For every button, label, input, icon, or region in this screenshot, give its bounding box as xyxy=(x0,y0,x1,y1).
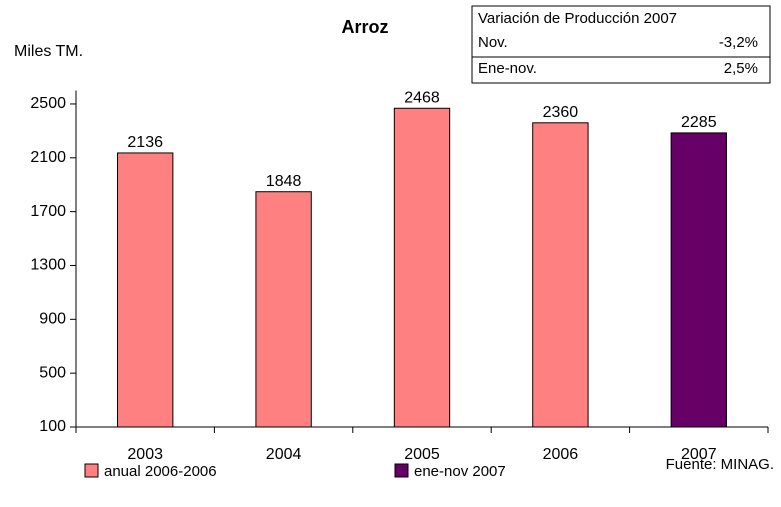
x-tick-label: 2006 xyxy=(543,446,579,463)
legend-swatch xyxy=(394,463,409,478)
legend-label: anual 2006-2006 xyxy=(104,463,217,480)
y-tick-label: 1700 xyxy=(30,203,66,220)
y-tick-label: 900 xyxy=(39,311,66,328)
info-row-value: 2,5% xyxy=(724,60,758,77)
info-box: Variación de Producción 2007 Nov. -3,2% … xyxy=(471,5,771,84)
x-tick-label: 2007 xyxy=(681,446,717,463)
value-label: 2468 xyxy=(404,89,440,106)
info-box-title: Variación de Producción 2007 xyxy=(478,10,677,27)
info-row-label: Ene-nov. xyxy=(478,60,537,77)
bar xyxy=(670,132,727,428)
bar xyxy=(532,122,589,428)
y-tick-label: 1300 xyxy=(30,257,66,274)
value-label: 1848 xyxy=(266,173,302,190)
bar xyxy=(117,152,174,428)
x-tick-label: 2005 xyxy=(404,446,440,463)
chart-title: Arroz xyxy=(341,17,388,37)
bar xyxy=(255,191,312,428)
value-label: 2360 xyxy=(543,104,579,121)
legend-label: ene-nov 2007 xyxy=(414,463,506,480)
info-row-label: Nov. xyxy=(478,34,508,51)
value-label: 2285 xyxy=(681,114,717,131)
x-tick-label: 2003 xyxy=(127,446,163,463)
y-axis-label: Miles TM. xyxy=(14,43,83,60)
info-box-border xyxy=(471,5,771,84)
y-tick-label: 2500 xyxy=(30,95,66,112)
y-tick-label: 500 xyxy=(39,364,66,381)
legend-swatch xyxy=(84,463,99,478)
y-tick-label: 2100 xyxy=(30,149,66,166)
y-tick-label: 100 xyxy=(39,418,66,435)
info-row-value: -3,2% xyxy=(719,34,758,51)
x-tick-label: 2004 xyxy=(266,446,302,463)
source-note: Fuente: MINAG. xyxy=(666,456,774,473)
value-label: 2136 xyxy=(127,134,163,151)
bar xyxy=(393,107,451,428)
